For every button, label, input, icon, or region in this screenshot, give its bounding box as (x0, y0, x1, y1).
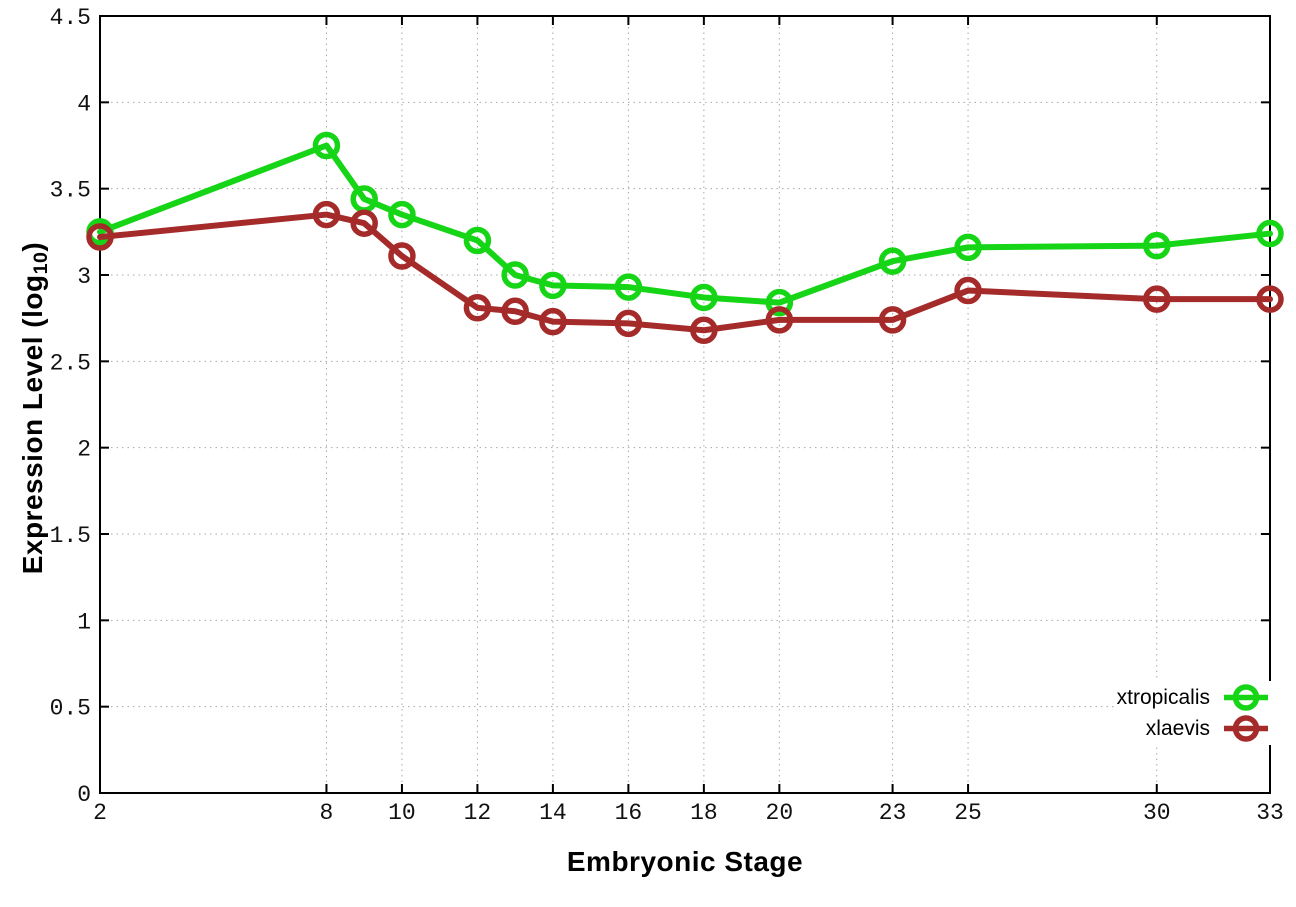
data-point-xlaevis (878, 306, 907, 334)
x-tick-label: 20 (766, 800, 794, 826)
y-tick-label: 4 (77, 91, 91, 117)
x-axis-title: Embryonic Stage (566, 846, 804, 877)
x-tick-label: 25 (954, 800, 982, 826)
xtropicalis-line-marker-icon (1224, 684, 1268, 711)
x-tick-label: 33 (1256, 800, 1284, 826)
legend-label: xlaevis (1145, 716, 1210, 740)
xlaevis-line-marker-icon (1224, 715, 1268, 742)
data-point-xlaevis (765, 306, 794, 334)
series-line-xtropicalis (97, 142, 1273, 306)
data-point-xtropicalis (1143, 231, 1171, 260)
data-point-xtropicalis (539, 271, 567, 300)
x-tick-label: 18 (690, 800, 718, 826)
plot-border (99, 15, 1271, 794)
data-point-xtropicalis (878, 247, 907, 275)
x-tick-label: 12 (464, 800, 492, 826)
y-tick-label: 0.5 (50, 696, 91, 722)
data-point-xlaevis (690, 316, 718, 345)
legend-label: xtropicalis (1116, 685, 1210, 709)
data-point-xtropicalis (614, 273, 643, 301)
data-point-xtropicalis (388, 200, 416, 229)
x-tick-label: 10 (388, 800, 416, 826)
data-point-xlaevis (501, 297, 529, 326)
data-point-xlaevis (539, 307, 567, 336)
x-tick-label: 16 (615, 800, 643, 826)
x-tick-label: 30 (1143, 800, 1171, 826)
data-point-xlaevis (350, 209, 378, 237)
data-point-xlaevis (1256, 285, 1284, 313)
data-point-xlaevis (312, 200, 341, 229)
x-tick-label: 14 (539, 800, 567, 826)
data-point-xtropicalis (463, 226, 492, 255)
y-tick-label: 1.5 (50, 523, 91, 549)
data-point-xtropicalis (954, 233, 982, 262)
data-point-xtropicalis (312, 131, 341, 160)
data-point-xlaevis (954, 276, 982, 305)
legend-item-xlaevis: xlaevis (1117, 713, 1270, 744)
y-tick-label: 3.5 (50, 178, 91, 204)
data-point-xtropicalis (765, 288, 794, 317)
y-tick-label: 3 (77, 264, 91, 290)
data-point-xlaevis (463, 294, 492, 322)
data-point-xlaevis (614, 309, 643, 338)
data-point-xtropicalis (690, 283, 718, 312)
data-point-xlaevis (1143, 285, 1171, 313)
y-axis-title-close: ) (16, 241, 48, 252)
series-line-xlaevis (97, 211, 1273, 334)
x-tick-label: 8 (320, 800, 334, 826)
x-tick-label: 23 (879, 800, 907, 826)
y-tick-label: 2.5 (50, 350, 91, 376)
data-point-xlaevis (388, 242, 416, 270)
legend-item-xtropicalis: xtropicalis (1117, 682, 1270, 713)
legend: xtropicalis xlaevis (1114, 681, 1272, 745)
y-tick-label: 1 (77, 609, 91, 635)
y-axis-title-subscript: 10 (30, 251, 53, 275)
data-point-xtropicalis (1256, 219, 1284, 248)
data-point-xtropicalis (501, 261, 529, 289)
y-axis-title-text: Expression Level (log (16, 274, 48, 575)
y-tick-label: 0 (77, 782, 91, 808)
y-axis-title: Expression Level (log10) (17, 198, 53, 618)
y-tick-label: 2 (77, 437, 91, 463)
x-tick-label: 2 (93, 800, 107, 826)
data-point-xlaevis (86, 223, 114, 251)
y-tick-label: 4.5 (50, 5, 91, 31)
